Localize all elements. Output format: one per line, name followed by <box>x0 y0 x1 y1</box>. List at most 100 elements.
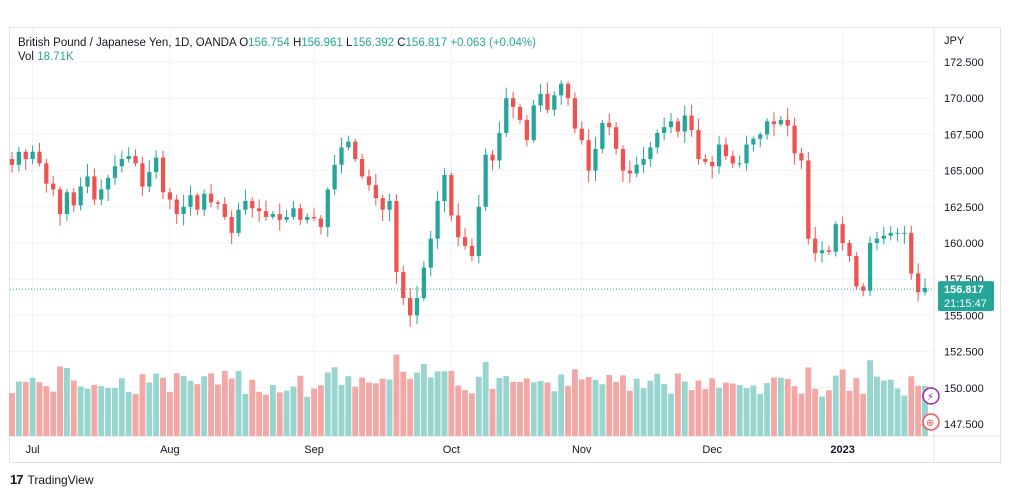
candle-body <box>682 115 687 132</box>
candle-body <box>202 193 207 210</box>
volume-bar <box>544 382 551 436</box>
candle-body <box>428 238 433 268</box>
candle-body <box>462 237 468 246</box>
candle-body <box>112 166 118 178</box>
candle-body <box>215 202 221 204</box>
candle-body <box>703 159 708 162</box>
candle-body <box>881 235 886 239</box>
candle-body <box>9 159 15 165</box>
candle-body <box>456 215 461 238</box>
volume-bars <box>9 354 928 436</box>
candle-body <box>78 186 83 206</box>
volume-bar <box>317 385 324 436</box>
x-tick-label: Sep <box>304 444 324 456</box>
candle-body <box>243 201 248 210</box>
candle-body <box>641 159 646 165</box>
volume-bar <box>359 377 366 436</box>
candle-body <box>840 224 845 243</box>
candle-body <box>613 127 619 149</box>
volume-bar <box>716 387 722 436</box>
candle-body <box>147 172 152 187</box>
volume-bar <box>812 388 819 436</box>
volume-bar <box>153 373 160 436</box>
candle-body <box>23 151 28 160</box>
candle-body <box>167 192 173 200</box>
open-value: 156.754 <box>248 37 290 49</box>
candle-body <box>359 159 365 177</box>
events-icon[interactable]: ⊕ <box>922 413 940 431</box>
volume-bar <box>743 388 750 436</box>
volume-bar <box>36 382 43 436</box>
candle-body <box>126 156 131 160</box>
candle-body <box>586 140 591 171</box>
footer: 17 TradingView <box>10 472 94 487</box>
volume-bar <box>791 386 798 436</box>
volume-bar <box>448 370 455 436</box>
volume-bar <box>681 381 688 436</box>
volume-bar <box>160 377 166 436</box>
volume-bar <box>750 385 757 436</box>
candle-body <box>572 98 578 129</box>
volume-bar <box>654 373 661 436</box>
volume-bar <box>709 378 716 436</box>
close-value: 156.817 <box>405 37 448 49</box>
volume-bar <box>338 384 345 436</box>
candle-body <box>854 256 859 287</box>
candle-body <box>675 121 681 132</box>
candle-body <box>902 232 907 234</box>
volume-bar <box>585 376 592 436</box>
alert-icon[interactable]: ⚡ <box>922 387 940 405</box>
candle-body <box>37 151 42 164</box>
volume-bar <box>228 378 235 436</box>
volume-bar <box>551 391 558 436</box>
volume-bar <box>29 377 36 436</box>
volume-bar <box>180 376 187 436</box>
candle-body <box>174 199 179 215</box>
volume-bar <box>764 383 771 436</box>
candle-body <box>655 132 660 148</box>
candle-body <box>421 267 427 299</box>
candle-body <box>689 115 694 131</box>
symbol-name[interactable]: British Pound / Japanese Yen, 1D, OANDA <box>18 37 236 49</box>
volume-bar <box>414 372 420 436</box>
candle-body <box>922 287 928 293</box>
volume-bar <box>215 384 221 436</box>
volume-bar <box>283 390 290 436</box>
candle-body <box>51 183 56 190</box>
volume-bar <box>771 377 777 436</box>
y-tick-label: 165.000 <box>944 166 984 178</box>
candle-body <box>188 195 193 207</box>
volume-bar <box>757 394 764 436</box>
volume-bar <box>98 386 105 436</box>
volume-bar <box>661 384 668 436</box>
volume-bar <box>722 382 729 436</box>
volume-bar <box>887 379 894 436</box>
candle-body <box>723 144 729 157</box>
price-axis[interactable]: JPY 172.500 170.000 167.500 165.000 162.500 16… <box>944 35 984 431</box>
time-axis[interactable]: Jul Aug Sep Oct Nov Dec 2023 <box>26 444 855 456</box>
volume-bar <box>256 391 263 436</box>
volume-bar <box>922 386 928 436</box>
volume-bar <box>105 387 112 436</box>
volume-bar <box>606 374 613 436</box>
candle-body <box>30 151 35 160</box>
volume-bar <box>57 366 63 436</box>
volume-bar <box>235 370 242 436</box>
volume-bar <box>249 379 256 436</box>
candle-body <box>270 214 275 217</box>
brand-name[interactable]: TradingView <box>27 472 94 487</box>
candle-body <box>826 250 832 252</box>
candle-body <box>85 176 90 187</box>
candle-body <box>819 250 825 254</box>
candle-body <box>648 147 653 160</box>
low-value: 156.392 <box>352 37 395 49</box>
last-price-badge: 156.817 21:15:47 <box>938 281 994 312</box>
tradingview-logo-icon[interactable]: 17 <box>10 472 24 487</box>
candle-body <box>668 121 674 128</box>
candle-body <box>16 151 21 165</box>
volume-bar <box>194 384 201 436</box>
candle-body <box>490 154 495 161</box>
candle-body <box>140 163 145 187</box>
candle-body <box>311 216 317 219</box>
